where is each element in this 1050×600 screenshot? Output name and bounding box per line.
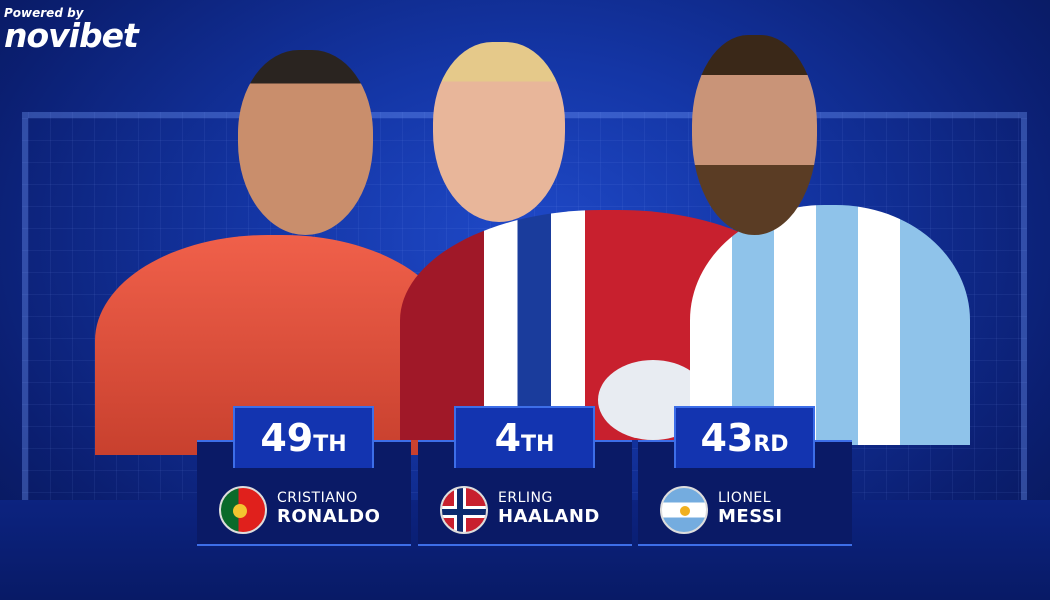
last-name: RONALDO (277, 506, 381, 527)
rank-badge-ronaldo: 49TH (233, 406, 374, 468)
brand-name: novibet (4, 16, 139, 55)
last-name: MESSI (718, 506, 783, 527)
norway-flag-icon (440, 486, 488, 534)
first-name: CRISTIANO (277, 490, 358, 506)
rank-suffix: TH (521, 432, 555, 457)
rank-badge-messi: 43RD (674, 406, 815, 468)
last-name: HAALAND (498, 506, 600, 527)
rank-suffix: TH (313, 432, 347, 457)
rank-suffix: RD (753, 432, 789, 457)
rank-number: 43 (700, 416, 754, 460)
rank-number: 4 (494, 416, 522, 460)
first-name: LIONEL (718, 490, 772, 506)
powered-by-text: Powered by (4, 6, 84, 20)
first-name: ERLING (498, 490, 553, 506)
argentina-flag-icon (660, 486, 708, 534)
rank-badge-haaland: 4TH (454, 406, 595, 468)
portugal-flag-icon (219, 486, 267, 534)
rank-number: 49 (260, 416, 314, 460)
novibet-logo: Powered by novibet (4, 6, 139, 55)
